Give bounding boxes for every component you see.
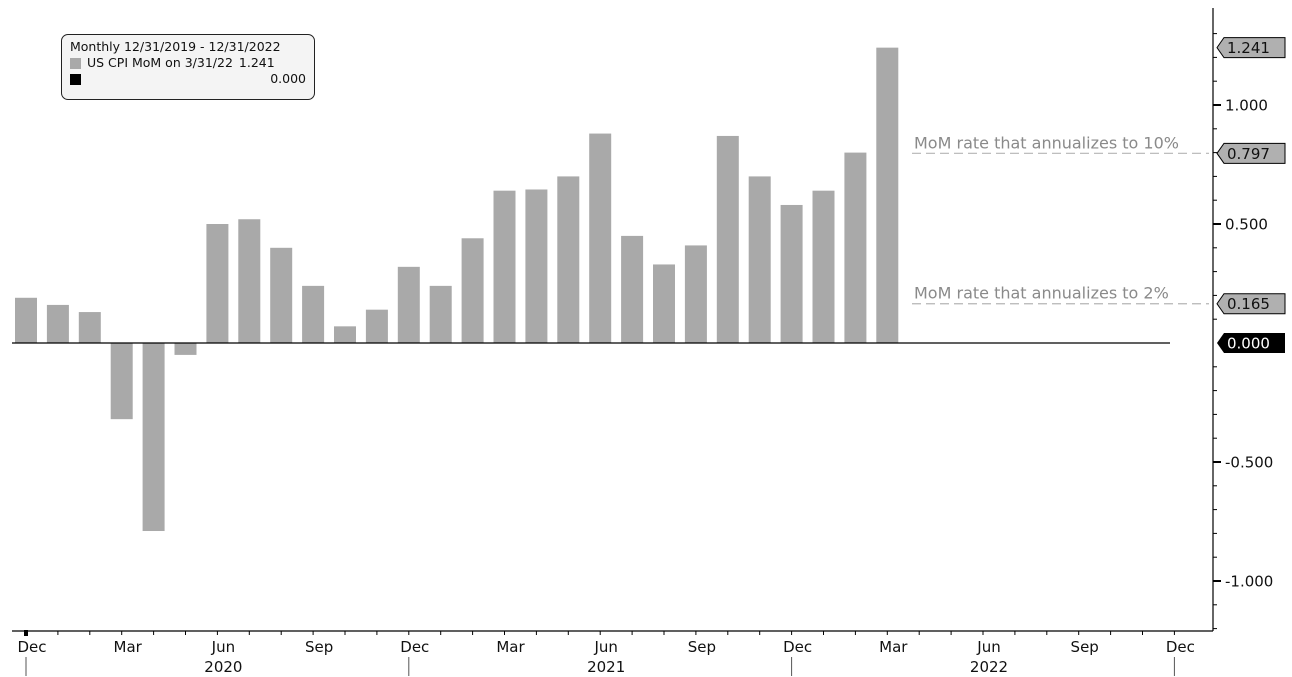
- x-start-marker: [24, 630, 28, 636]
- reference-label-1: MoM rate that annualizes to 2%: [914, 284, 1169, 303]
- bar-2021-04: [525, 189, 548, 343]
- x-tick-label-8: Dec: [783, 638, 812, 656]
- bar-2020-08: [270, 247, 293, 343]
- reference-lines: MoM rate that annualizes to 10% MoM rate …: [912, 133, 1209, 305]
- bar-2021-06: [589, 133, 612, 343]
- legend-series-swatch: [70, 57, 81, 69]
- legend-header: Monthly 12/31/2019 - 12/31/2022: [70, 39, 281, 54]
- legend-zero-row: 0.000: [70, 71, 306, 87]
- bar-2022-03: [876, 47, 899, 343]
- value-tag-0: [1216, 37, 1286, 59]
- bar-2020-07: [238, 219, 261, 343]
- value-tag-3: [1217, 333, 1285, 353]
- value-tag-label-2: 0.165: [1227, 295, 1270, 313]
- x-tick-label-1: Mar: [114, 638, 143, 656]
- bar-2021-10: [716, 135, 739, 343]
- bar-2020-05: [174, 343, 197, 355]
- bar-2021-12: [780, 204, 803, 343]
- bar-2022-01: [812, 190, 835, 343]
- value-tags: 1.241 0.797 0.165 0.000: [1216, 37, 1286, 353]
- x-tick-label-7: Sep: [688, 638, 716, 656]
- x-tick-label-6: Jun: [593, 638, 617, 656]
- y-tick-label-2: -0.500: [1225, 454, 1273, 472]
- bar-2020-06: [206, 224, 229, 343]
- bar-2021-03: [493, 190, 516, 343]
- x-year-label-0: 2020: [204, 658, 242, 676]
- y-tick-label-3: -1.000: [1225, 573, 1273, 591]
- bar-2019-12: [15, 297, 37, 343]
- x-tick-label-2: Jun: [211, 638, 235, 656]
- bar-2020-02: [78, 312, 101, 343]
- bar-2021-08: [653, 264, 675, 343]
- x-tick-label-5: Mar: [496, 638, 525, 656]
- value-tag-label-1: 0.797: [1227, 145, 1270, 163]
- reference-label-0: MoM rate that annualizes to 10%: [914, 133, 1179, 152]
- x-tick-label-4: Dec: [400, 638, 429, 656]
- bars: [15, 47, 899, 532]
- y-tick-label-0: 1.000: [1225, 97, 1268, 115]
- bar-2020-12: [397, 266, 420, 343]
- legend: Monthly 12/31/2019 - 12/31/2022 US CPI M…: [61, 34, 315, 100]
- x-tick-label-9: Mar: [879, 638, 908, 656]
- bar-2020-11: [365, 309, 388, 343]
- x-tick-label-3: Sep: [305, 638, 333, 656]
- bar-2021-09: [684, 245, 707, 343]
- legend-series-label: US CPI MoM on 3/31/22: [87, 55, 233, 70]
- x-axis: Dec Mar Jun Sep Dec Mar Jun Sep Dec Mar Jun Sep Dec 2…: [12, 630, 1213, 676]
- bar-2020-10: [334, 326, 356, 343]
- legend-series-row: US CPI MoM on 3/31/22 1.241: [70, 55, 306, 71]
- legend-series-value: 1.241: [238, 55, 275, 70]
- value-tag-label-0: 1.241: [1227, 39, 1270, 57]
- value-tag-1: [1216, 142, 1286, 164]
- y-tick-label-1: 0.500: [1225, 216, 1268, 234]
- x-year-label-1: 2021: [587, 658, 625, 676]
- x-tick-label-12: Dec: [1166, 638, 1195, 656]
- bar-2021-05: [557, 176, 580, 343]
- legend-zero-value: 0.000: [270, 71, 306, 86]
- bar-2020-03: [110, 343, 133, 420]
- bar-2021-02: [461, 238, 484, 343]
- bar-2022-02: [844, 152, 867, 343]
- bar-2021-11: [748, 176, 771, 343]
- x-tick-label-10: Jun: [976, 638, 1000, 656]
- value-tag-2: [1216, 293, 1286, 315]
- bar-2020-09: [302, 285, 325, 343]
- x-tick-label-0: Dec: [17, 638, 46, 656]
- bar-2021-01: [429, 285, 452, 343]
- x-year-label-2: 2022: [970, 658, 1008, 676]
- x-tick-label-11: Sep: [1071, 638, 1099, 656]
- y-axis: 1.000 0.500 -0.500 -1.000: [1212, 8, 1273, 631]
- value-tag-label-3: 0.000: [1227, 335, 1270, 353]
- bar-2021-07: [621, 235, 644, 343]
- legend-zero-swatch: [70, 73, 81, 85]
- bar-2020-04: [142, 343, 165, 532]
- bar-2020-01: [46, 304, 69, 343]
